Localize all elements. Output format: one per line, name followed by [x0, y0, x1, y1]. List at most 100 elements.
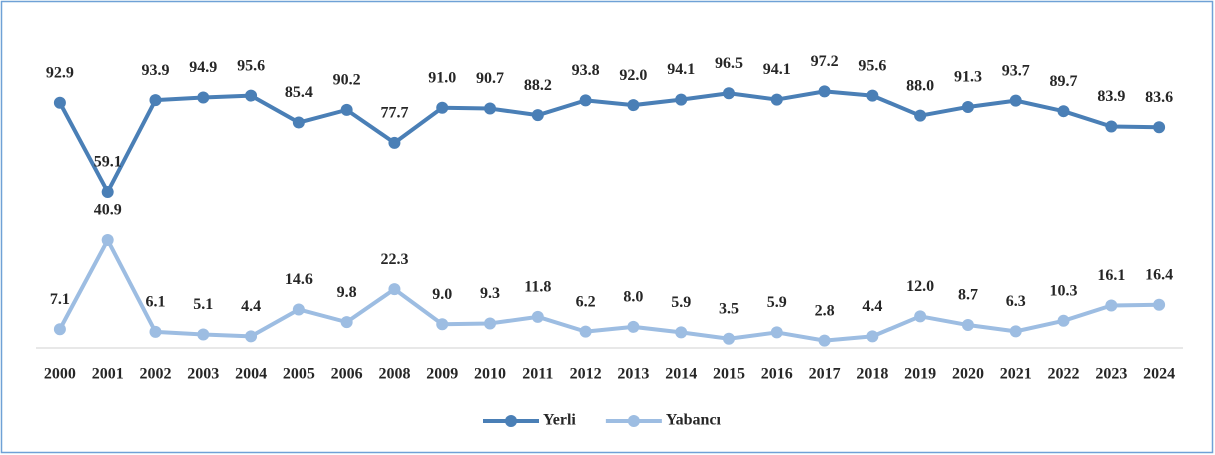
data-label: 95.6	[858, 57, 886, 74]
data-label: 94.1	[763, 61, 791, 78]
data-label: 92.9	[46, 64, 74, 81]
x-tick-label: 2003	[187, 366, 219, 383]
data-label: 7.1	[50, 291, 70, 308]
data-label: 14.6	[285, 271, 313, 288]
data-label: 3.5	[719, 300, 739, 317]
data-label: 93.8	[572, 62, 600, 79]
data-point	[531, 310, 544, 323]
data-point	[436, 101, 449, 114]
data-label: 11.8	[524, 279, 551, 296]
data-point	[531, 109, 544, 122]
data-point	[675, 93, 688, 106]
data-label: 95.6	[237, 57, 265, 74]
data-label: 90.2	[333, 72, 361, 89]
legend-marker	[505, 415, 517, 427]
series-line	[58, 238, 1160, 343]
data-label: 16.4	[1145, 266, 1173, 283]
x-tick-label: 2014	[665, 366, 697, 383]
data-label: 85.4	[285, 84, 313, 101]
data-label: 16.1	[1097, 267, 1125, 284]
data-label: 10.3	[1050, 282, 1078, 299]
data-label: 9.0	[432, 286, 452, 303]
data-point	[722, 87, 735, 100]
x-tick-label: 2012	[570, 366, 602, 383]
data-label: 6.3	[1006, 293, 1026, 310]
data-label: 5.9	[671, 294, 691, 311]
x-tick-label: 2005	[283, 366, 315, 383]
x-tick-label: 2008	[378, 366, 410, 383]
data-label: 12.0	[906, 278, 934, 295]
data-label: 5.1	[193, 296, 213, 313]
data-point	[579, 325, 592, 338]
data-label: 22.3	[380, 251, 408, 268]
data-point	[1057, 105, 1070, 118]
data-point	[1153, 121, 1166, 134]
x-tick-label: 2004	[235, 366, 267, 383]
data-label: 93.7	[1002, 62, 1030, 79]
data-point	[53, 323, 66, 336]
data-point	[245, 330, 258, 343]
data-point	[292, 116, 305, 129]
data-label: 40.9	[94, 202, 122, 219]
data-point	[1153, 298, 1166, 311]
x-tick-label: 2010	[474, 366, 506, 383]
data-label: 93.9	[141, 62, 169, 79]
data-label: 96.5	[715, 55, 743, 72]
x-tick-label: 2015	[713, 366, 745, 383]
data-point	[149, 94, 162, 107]
x-tick-label: 2009	[426, 366, 458, 383]
data-point	[484, 102, 497, 115]
data-point	[388, 136, 401, 149]
data-label: 90.7	[476, 70, 504, 87]
data-point	[866, 330, 879, 343]
data-point	[722, 332, 735, 345]
data-point	[770, 93, 783, 106]
data-point	[914, 109, 927, 122]
x-tick-label: 2021	[1000, 366, 1032, 383]
data-label: 91.0	[428, 69, 456, 86]
data-label: 4.4	[241, 298, 261, 315]
data-label: 94.1	[667, 61, 695, 78]
data-label: 9.8	[337, 284, 357, 301]
x-tick-label: 2024	[1143, 366, 1175, 383]
data-point	[961, 319, 974, 332]
x-tick-label: 2001	[92, 366, 124, 383]
data-label: 88.2	[524, 77, 552, 94]
data-point	[1105, 299, 1118, 312]
data-point	[149, 325, 162, 338]
x-tick-label: 2019	[904, 366, 936, 383]
data-label: 88.0	[906, 77, 934, 94]
data-point	[388, 283, 401, 296]
data-label: 6.1	[145, 294, 165, 311]
data-point	[197, 91, 210, 104]
data-label: 77.7	[380, 105, 408, 122]
data-label: 6.2	[576, 293, 596, 310]
data-label: 83.6	[1145, 89, 1173, 106]
data-point	[627, 320, 640, 333]
data-label: 8.7	[958, 287, 978, 304]
x-tick-label: 2018	[856, 366, 888, 383]
data-label: 2.8	[815, 302, 835, 319]
data-point	[1105, 120, 1118, 133]
data-point	[340, 103, 353, 116]
data-label: 59.1	[94, 154, 122, 171]
data-label: 94.9	[189, 59, 217, 76]
data-point	[101, 185, 114, 198]
data-point	[292, 303, 305, 316]
x-tick-label: 2016	[761, 366, 793, 383]
data-label: 89.7	[1050, 73, 1078, 90]
x-tick-label: 2002	[139, 366, 171, 383]
legend-label: Yerli	[543, 412, 576, 429]
data-label: 5.9	[767, 294, 787, 311]
x-tick-label: 2011	[522, 366, 553, 383]
legend-marker	[627, 415, 640, 427]
x-tick-label: 2000	[44, 366, 76, 383]
data-point	[579, 94, 592, 107]
data-point	[53, 96, 66, 109]
x-tick-label: 2022	[1048, 366, 1080, 383]
data-label: 4.4	[862, 298, 882, 315]
data-label: 8.0	[623, 289, 643, 306]
data-point	[914, 310, 927, 323]
data-point	[1057, 314, 1070, 327]
